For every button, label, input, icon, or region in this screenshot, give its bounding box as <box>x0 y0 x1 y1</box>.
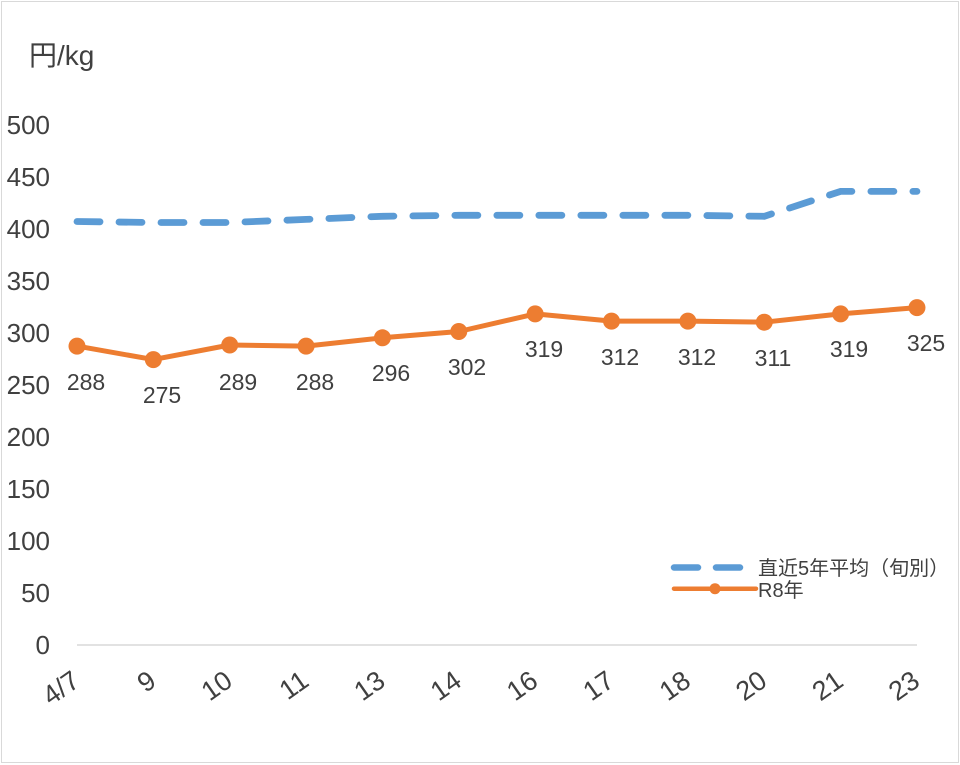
svg-text:400: 400 <box>7 214 50 244</box>
svg-text:23: 23 <box>883 665 925 707</box>
svg-text:21: 21 <box>807 665 849 707</box>
svg-text:10: 10 <box>196 665 238 707</box>
svg-text:11: 11 <box>274 665 314 706</box>
svg-text:100: 100 <box>7 526 50 556</box>
svg-text:円/kg: 円/kg <box>29 40 94 71</box>
svg-text:200: 200 <box>7 422 50 452</box>
svg-text:20: 20 <box>730 665 772 707</box>
svg-text:500: 500 <box>7 110 50 140</box>
svg-text:319: 319 <box>830 336 868 362</box>
svg-text:13: 13 <box>349 665 391 707</box>
svg-text:296: 296 <box>372 360 410 386</box>
svg-text:288: 288 <box>296 369 334 395</box>
svg-text:319: 319 <box>525 336 563 362</box>
svg-text:9: 9 <box>132 665 162 698</box>
svg-text:275: 275 <box>143 382 181 408</box>
svg-text:17: 17 <box>578 665 620 707</box>
svg-text:50: 50 <box>21 578 50 608</box>
svg-text:14: 14 <box>425 665 467 707</box>
svg-text:325: 325 <box>907 330 945 356</box>
svg-text:18: 18 <box>654 665 696 707</box>
svg-text:312: 312 <box>601 344 639 370</box>
svg-text:312: 312 <box>678 344 716 370</box>
svg-text:R8年: R8年 <box>758 579 804 602</box>
svg-text:450: 450 <box>7 162 50 192</box>
svg-text:250: 250 <box>7 370 50 400</box>
svg-text:302: 302 <box>448 354 486 380</box>
svg-text:150: 150 <box>7 474 50 504</box>
svg-text:300: 300 <box>7 318 50 348</box>
svg-text:311: 311 <box>755 345 792 371</box>
svg-text:289: 289 <box>219 369 257 395</box>
svg-text:4/7: 4/7 <box>37 665 85 711</box>
svg-text:288: 288 <box>67 369 105 395</box>
svg-text:直近5年平均（旬別）: 直近5年平均（旬別） <box>758 557 949 580</box>
svg-text:350: 350 <box>7 266 50 296</box>
svg-text:16: 16 <box>501 665 543 707</box>
svg-text:0: 0 <box>36 630 50 660</box>
